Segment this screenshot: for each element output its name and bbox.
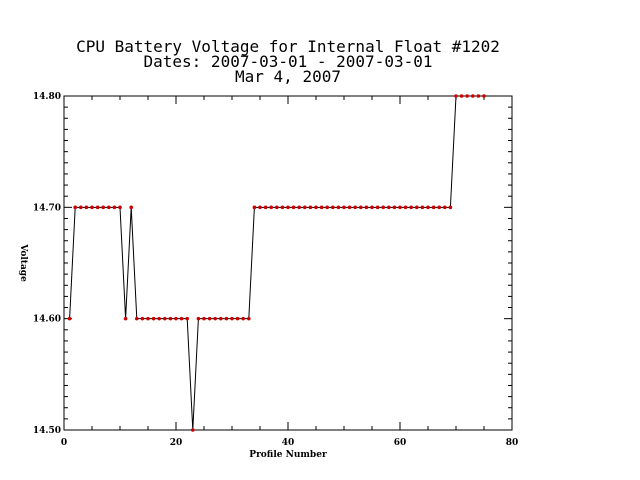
data-point	[476, 94, 481, 98]
data-point	[353, 205, 358, 210]
data-point	[269, 205, 274, 210]
data-point	[448, 205, 453, 210]
data-point	[224, 316, 229, 321]
data-point	[308, 205, 313, 210]
data-point	[202, 316, 206, 321]
data-point	[191, 428, 195, 432]
data-point	[213, 316, 217, 321]
data-point	[291, 205, 296, 210]
data-point	[409, 205, 414, 210]
data-point	[336, 205, 341, 210]
data-point	[230, 316, 234, 321]
y-tick-label: 14.50	[33, 426, 61, 436]
data-point	[431, 205, 436, 210]
data-point	[381, 205, 386, 210]
x-tick-label: 80	[506, 438, 519, 448]
data-point	[129, 205, 133, 210]
data-point	[168, 316, 173, 321]
series-voltage	[67, 94, 486, 432]
data-point	[247, 316, 251, 321]
data-point	[185, 316, 189, 321]
data-point	[437, 205, 442, 210]
data-point	[454, 94, 458, 98]
data-point	[157, 316, 161, 321]
data-point	[364, 205, 369, 210]
data-point	[331, 205, 335, 210]
data-point	[426, 205, 430, 210]
data-point	[73, 205, 77, 210]
data-point	[207, 316, 212, 321]
data-point	[375, 205, 380, 210]
data-point	[398, 205, 402, 210]
data-point	[471, 94, 475, 98]
data-point	[303, 205, 307, 210]
data-point	[286, 205, 290, 210]
x-tick-label: 20	[170, 438, 183, 448]
data-point	[118, 205, 122, 210]
data-point	[112, 205, 117, 210]
data-point	[387, 205, 391, 210]
data-point	[263, 205, 268, 210]
data-point	[196, 316, 201, 321]
data-point	[370, 205, 374, 210]
y-axis-label: Voltage	[18, 243, 28, 282]
data-point	[443, 205, 447, 210]
data-point	[275, 205, 279, 210]
data-point	[140, 316, 145, 321]
x-tick-label: 60	[394, 438, 407, 448]
y-tick-label: 14.60	[33, 315, 61, 325]
x-tick-label: 40	[282, 438, 295, 448]
data-point	[420, 205, 425, 210]
tick-labels: 0 20 40 60 80 14.50 14.60 14.70 14.80	[33, 92, 518, 448]
data-point	[314, 205, 318, 210]
y-tick-label: 14.80	[33, 92, 61, 102]
data-point	[79, 205, 83, 210]
data-point	[241, 316, 245, 321]
x-tick-label: 0	[61, 438, 67, 448]
chart-title-line-3: Mar 4, 2007	[235, 67, 341, 86]
data-point	[252, 205, 257, 210]
data-point	[342, 205, 346, 210]
data-point	[297, 205, 302, 210]
data-point	[67, 316, 72, 321]
chart-title-line-1: CPU Battery Voltage for Internal Float #…	[76, 37, 500, 56]
data-point	[325, 205, 330, 210]
data-point	[101, 205, 105, 210]
data-point	[280, 205, 285, 210]
data-point	[163, 316, 167, 321]
data-point	[135, 316, 139, 321]
data-point	[107, 205, 111, 210]
data-point	[151, 316, 156, 321]
data-point	[179, 316, 184, 321]
data-point	[319, 205, 324, 210]
data-point	[258, 205, 262, 210]
data-point	[482, 94, 486, 98]
data-point	[359, 205, 363, 210]
data-point	[84, 205, 89, 210]
series-line	[69, 95, 484, 431]
data-point	[392, 205, 397, 210]
data-point	[235, 316, 240, 321]
data-point	[403, 205, 408, 210]
data-point	[90, 205, 94, 210]
data-point	[347, 205, 352, 210]
data-point	[415, 205, 419, 210]
y-tick-label: 14.70	[33, 203, 61, 213]
plot-frame	[63, 95, 513, 431]
data-point	[465, 94, 470, 98]
chart-title-line-2: Dates: 2007-03-01 - 2007-03-01	[144, 52, 433, 71]
data-point	[95, 205, 100, 210]
data-point	[146, 316, 150, 321]
data-point	[219, 316, 223, 321]
data-point	[174, 316, 178, 321]
axis-ticks	[63, 95, 513, 431]
x-axis-label: Profile Number	[249, 450, 327, 460]
data-point	[123, 316, 128, 321]
data-point	[459, 94, 464, 98]
